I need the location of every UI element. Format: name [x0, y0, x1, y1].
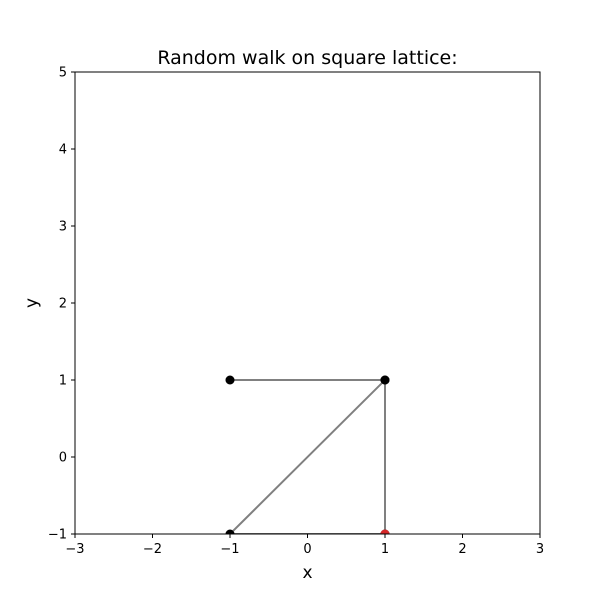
- x-tick-label: 1: [381, 542, 389, 557]
- x-tick-label: −1: [220, 542, 239, 557]
- x-tick-label: 0: [303, 542, 311, 557]
- x-tick-label: −3: [65, 542, 84, 557]
- y-tick-label: 0: [59, 451, 67, 466]
- x-axis-ticks: −3 −2 −1 0 1 2 3: [65, 534, 544, 557]
- y-tick-label: 4: [59, 143, 67, 158]
- y-axis-label: y: [22, 298, 42, 308]
- walk-point: [225, 529, 235, 534]
- y-tick-label: 1: [59, 374, 67, 389]
- chart-title: Random walk on square lattice:: [157, 47, 457, 69]
- y-axis-ticks: −1 0 1 2 3 4 5: [48, 66, 75, 543]
- y-tick-label: 3: [59, 220, 67, 235]
- walk-point: [225, 375, 235, 385]
- y-tick-label: −1: [48, 528, 67, 543]
- y-tick-label: 2: [59, 297, 67, 312]
- x-tick-label: −2: [143, 542, 162, 557]
- walk-segment: [229, 379, 386, 534]
- data-layer: [225, 375, 390, 534]
- x-tick-label: 2: [458, 542, 466, 557]
- plot-background: [75, 72, 540, 534]
- y-tick-label: 5: [59, 66, 67, 81]
- current-position-point: [380, 529, 390, 534]
- x-tick-label: 3: [536, 542, 544, 557]
- walk-point: [380, 375, 390, 385]
- x-axis-label: x: [302, 563, 312, 583]
